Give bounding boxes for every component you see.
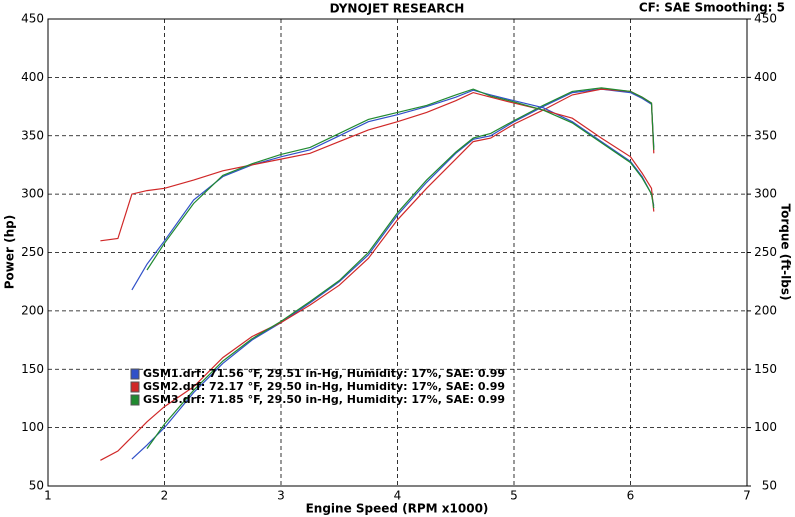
- x-tick-label: 1: [44, 489, 52, 503]
- y-axis-label: Power (hp): [3, 215, 17, 289]
- legend-swatch: [130, 381, 140, 393]
- y-tick-label: 250: [21, 245, 44, 259]
- y-tick-label: 350: [21, 128, 44, 142]
- legend-entry: GSM3.drf: 71.85 °F, 29.50 in-Hg, Humidit…: [143, 393, 505, 406]
- chart-subtitle: CF: SAE Smoothing: 5: [639, 1, 785, 15]
- legend-swatch: [130, 368, 140, 380]
- y-tick-label: 150: [21, 362, 44, 376]
- y-tick-label: 450: [21, 12, 44, 26]
- data-line: [100, 91, 655, 242]
- y2-tick-label: 350: [754, 128, 777, 142]
- y2-tick-label: 50: [762, 479, 777, 493]
- x-axis-label: Engine Speed (RPM x1000): [306, 502, 489, 516]
- chart-title: DYNOJET RESEARCH: [330, 2, 465, 16]
- y2-axis-label: Torque (ft-lbs): [779, 204, 793, 301]
- x-tick-label: 4: [394, 489, 402, 503]
- data-line: [146, 88, 655, 271]
- y-tick-label: 300: [21, 187, 44, 201]
- x-tick-label: 3: [277, 489, 285, 503]
- x-tick-label: 6: [627, 489, 635, 503]
- x-tick-label: 2: [161, 489, 169, 503]
- legend-entry: GSM2.drf: 72.17 °F, 29.50 in-Hg, Humidit…: [143, 380, 505, 393]
- y-tick-label: 50: [29, 479, 44, 493]
- data-line: [146, 87, 655, 449]
- y2-tick-label: 300: [754, 187, 777, 201]
- y-tick-label: 400: [21, 70, 44, 84]
- legend-entry: GSM1.drf: 71.56 °F, 29.51 in-Hg, Humidit…: [143, 367, 505, 380]
- y2-tick-label: 250: [754, 245, 777, 259]
- y2-tick-label: 400: [754, 70, 777, 84]
- y2-tick-label: 100: [754, 420, 777, 434]
- y2-tick-label: 200: [754, 303, 777, 317]
- legend-swatch: [130, 394, 140, 406]
- y-tick-label: 200: [21, 303, 44, 317]
- x-tick-label: 7: [743, 489, 751, 503]
- y2-tick-label: 150: [754, 362, 777, 376]
- y2-tick-label: 450: [754, 12, 777, 26]
- x-tick-label: 5: [510, 489, 518, 503]
- data-line: [100, 88, 655, 461]
- y-tick-label: 100: [21, 420, 44, 434]
